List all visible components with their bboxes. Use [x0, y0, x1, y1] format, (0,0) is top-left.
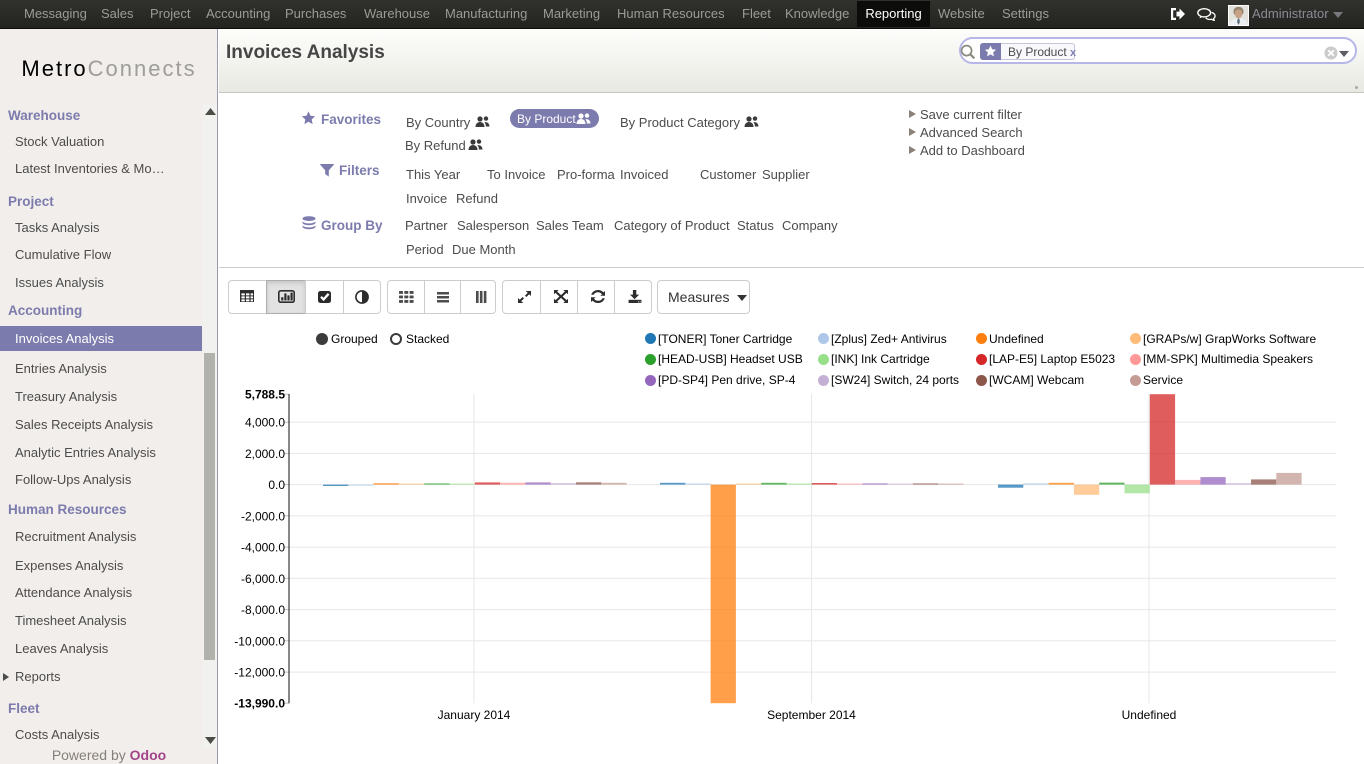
svg-text:Undefined: Undefined — [1122, 708, 1177, 722]
svg-text:2,000.0: 2,000.0 — [245, 447, 285, 461]
svg-text:September 2014: September 2014 — [767, 708, 856, 722]
svg-text:4,000.0: 4,000.0 — [245, 416, 285, 430]
svg-text:-2,000.0: -2,000.0 — [241, 509, 285, 523]
svg-text:-13,990.0: -13,990.0 — [234, 697, 285, 711]
svg-text:5,788.5: 5,788.5 — [245, 388, 285, 402]
svg-text:-6,000.0: -6,000.0 — [241, 572, 285, 586]
svg-text:-10,000.0: -10,000.0 — [234, 634, 285, 648]
svg-text:-4,000.0: -4,000.0 — [241, 541, 285, 555]
svg-text:-8,000.0: -8,000.0 — [241, 603, 285, 617]
svg-text:January 2014: January 2014 — [438, 708, 511, 722]
svg-text:-12,000.0: -12,000.0 — [234, 666, 285, 680]
svg-text:0.0: 0.0 — [268, 478, 285, 492]
